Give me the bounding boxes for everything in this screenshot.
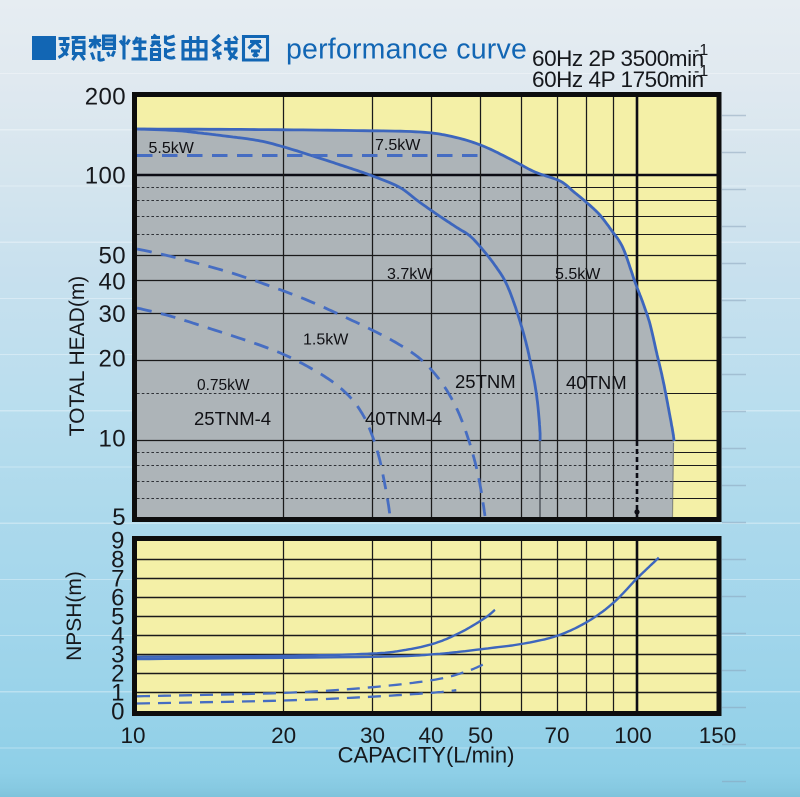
svg-text:10: 10	[120, 723, 145, 748]
svg-text:10: 10	[99, 426, 127, 453]
svg-text:CAPACITY(L/min): CAPACITY(L/min)	[338, 743, 515, 768]
svg-text:1: 1	[111, 680, 124, 707]
svg-text:40: 40	[99, 269, 127, 296]
svg-text:70: 70	[544, 723, 569, 748]
svg-text:50: 50	[99, 243, 127, 270]
svg-text:7: 7	[111, 566, 124, 593]
svg-text:-1: -1	[694, 63, 708, 80]
svg-text:1.5kW: 1.5kW	[303, 332, 349, 349]
svg-text:20: 20	[99, 346, 127, 373]
svg-text:5: 5	[112, 504, 126, 531]
svg-text:40TNM-4: 40TNM-4	[365, 408, 442, 429]
svg-text:5: 5	[111, 604, 124, 631]
svg-text:TOTAL HEAD(m): TOTAL HEAD(m)	[66, 276, 89, 437]
svg-text:25TNM-4: 25TNM-4	[194, 408, 271, 429]
svg-text:5.5kW: 5.5kW	[149, 140, 195, 157]
svg-text:150: 150	[699, 723, 737, 748]
svg-text:5.5kW: 5.5kW	[555, 266, 601, 283]
svg-text:60Hz 2P 3500min: 60Hz 2P 3500min	[532, 46, 704, 71]
svg-text:200: 200	[85, 84, 126, 111]
svg-text:8: 8	[111, 547, 124, 574]
svg-text:7.5kW: 7.5kW	[375, 137, 421, 154]
svg-text:4: 4	[111, 623, 124, 650]
svg-text:-1: -1	[694, 42, 708, 59]
svg-text:0: 0	[111, 699, 124, 726]
svg-text:3.7kW: 3.7kW	[387, 266, 433, 283]
svg-text:performance curve: performance curve	[286, 34, 527, 66]
svg-text:6: 6	[111, 585, 124, 612]
svg-text:50: 50	[468, 723, 493, 748]
svg-text:30: 30	[360, 723, 385, 748]
svg-text:100: 100	[614, 723, 652, 748]
svg-text:40: 40	[418, 723, 443, 748]
svg-text:3: 3	[111, 642, 124, 669]
svg-text:30: 30	[99, 301, 127, 328]
svg-text:0.75kW: 0.75kW	[197, 377, 250, 394]
svg-text:40TNM: 40TNM	[566, 372, 627, 393]
svg-text:25TNM: 25TNM	[455, 371, 516, 392]
svg-text:100: 100	[85, 163, 126, 190]
svg-text:2: 2	[111, 661, 124, 688]
svg-text:20: 20	[271, 723, 296, 748]
svg-text:NPSH(m): NPSH(m)	[63, 571, 86, 661]
svg-text:60Hz 4P 1750min: 60Hz 4P 1750min	[532, 67, 704, 92]
svg-text:9: 9	[111, 528, 124, 555]
